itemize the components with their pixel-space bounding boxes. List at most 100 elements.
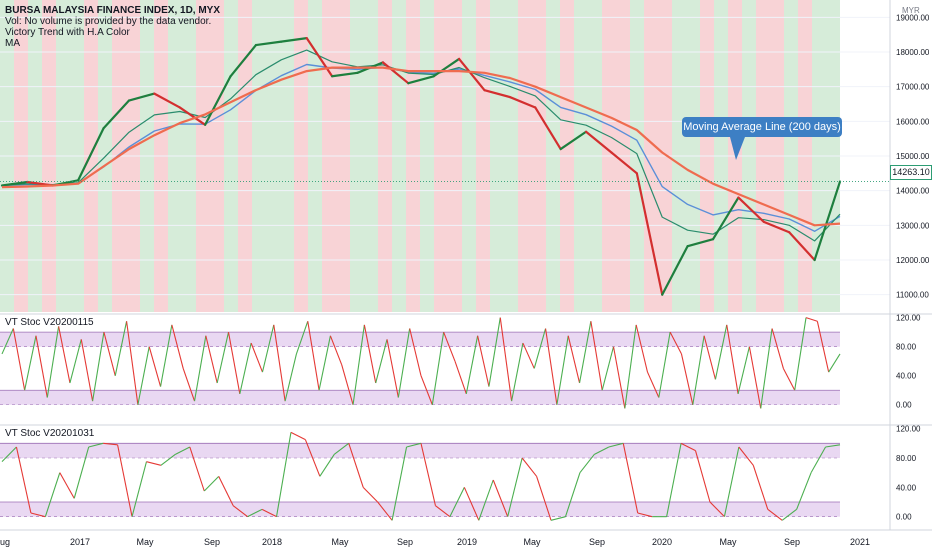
price-segment [102, 99, 131, 130]
stoch-segment [810, 446, 827, 473]
stoch-segment [46, 326, 60, 398]
price-segment [305, 37, 334, 78]
stoch-segment [348, 443, 364, 488]
stoch-segment [771, 328, 784, 369]
price-tick-label: 17000.00 [896, 83, 930, 92]
stoch-segment [578, 321, 592, 384]
stoch-segment [612, 346, 626, 409]
stoch-segment [261, 508, 277, 518]
stoch-segment [477, 335, 490, 387]
stoch-segment [290, 431, 306, 441]
stoch-segment [443, 331, 456, 362]
stoch-segment [103, 332, 116, 376]
stoch-segment [646, 371, 660, 398]
stoch-segment [594, 446, 610, 455]
price-segment [204, 75, 232, 126]
stoch-segment [760, 328, 773, 409]
stoch-segment [247, 508, 263, 518]
indicator-victory-trend[interactable]: Victory Trend with H.A Color [5, 27, 130, 38]
price-tick-label: 18000.00 [896, 48, 930, 57]
time-label: 2018 [262, 537, 282, 547]
chart-title: BURSA MALAYSIA FINANCE INDEX, 1D, MYX [5, 5, 221, 16]
time-label: Sep [784, 537, 800, 547]
stoch-segment [511, 342, 524, 402]
stoch-tick-label: 80.00 [896, 343, 917, 352]
stoch1-title[interactable]: VT Stoc V20200115 [5, 317, 94, 328]
stoch-segment [601, 346, 615, 391]
stoch-tick-label: 0.00 [896, 401, 912, 410]
stoch-tick-label: 120.00 [896, 314, 921, 323]
stoch-segment [545, 328, 558, 405]
stoch-segment [218, 476, 234, 506]
time-label: Aug [0, 537, 10, 547]
stoch-segment [189, 446, 205, 492]
stoch-segment [726, 324, 739, 394]
price-segment [381, 61, 410, 85]
stoch-segment [304, 439, 321, 477]
price-segment [254, 40, 283, 47]
stoch-tick-label: 40.00 [896, 483, 917, 492]
price-segment [788, 231, 816, 262]
stoch-segment [69, 339, 82, 384]
stoch-segment [738, 446, 754, 466]
stoch-segment [275, 432, 292, 517]
price-segment [432, 57, 461, 78]
stoch-segment [203, 475, 220, 492]
stoch-segment [666, 443, 682, 517]
stoch-segment [126, 321, 139, 405]
stoch-segment [522, 342, 535, 369]
stoch-segment [478, 479, 494, 521]
stoch-segment [15, 446, 32, 514]
stoch-segment [624, 324, 637, 409]
stoch-segment [805, 317, 818, 322]
stoch-tick-label: 0.00 [896, 513, 912, 522]
price-tick-label: 12000.00 [896, 256, 930, 265]
stoch-segment [556, 335, 569, 405]
stoch-segment [431, 332, 445, 405]
price-pane [0, 37, 890, 296]
price-segment [483, 89, 511, 99]
time-label: May [136, 537, 154, 547]
stoch-segment [409, 328, 422, 376]
price-segment [584, 130, 613, 154]
stoch-segment [748, 346, 762, 409]
price-segment [457, 57, 486, 92]
time-label: May [523, 537, 541, 547]
stoch-segment [333, 442, 350, 455]
stoch-segment [73, 446, 90, 499]
ma-callout: Moving Average Line (200 days) [682, 117, 842, 137]
stoch-segment [295, 321, 309, 355]
stoch-segment [435, 505, 451, 518]
stoch-segment [622, 443, 639, 514]
stoch-segment [714, 324, 728, 380]
stoch-segment [694, 450, 711, 503]
price-segment [813, 180, 842, 262]
price-segment [559, 130, 588, 151]
stoch-segment [828, 353, 841, 373]
stoch-segment [131, 461, 148, 517]
stoch-segment [88, 442, 104, 448]
stoch-segment [171, 324, 184, 369]
stoch-segment [391, 446, 408, 521]
stoch-segment [44, 472, 61, 517]
stoch-segment [307, 321, 320, 391]
price-segment [229, 43, 258, 78]
indicator-ma[interactable]: MA [5, 38, 20, 49]
ema-slow-line [1, 63, 841, 233]
stoch-segment [92, 332, 105, 402]
stoch-band [0, 390, 840, 405]
time-label: May [719, 537, 737, 547]
stoch-segment [550, 516, 566, 521]
time-label: 2017 [70, 537, 90, 547]
stoch-segment [175, 446, 191, 455]
stoch2-title[interactable]: VT Stoc V20201031 [5, 428, 95, 439]
stoch-segment [318, 335, 331, 391]
stoch-segment [375, 339, 388, 384]
stoch-segment [680, 353, 694, 405]
stoch-segment [781, 508, 797, 521]
stoch-segment [12, 328, 26, 391]
stoch-segment [637, 512, 653, 518]
stoch-segment [24, 335, 37, 391]
price-segment [280, 37, 308, 43]
